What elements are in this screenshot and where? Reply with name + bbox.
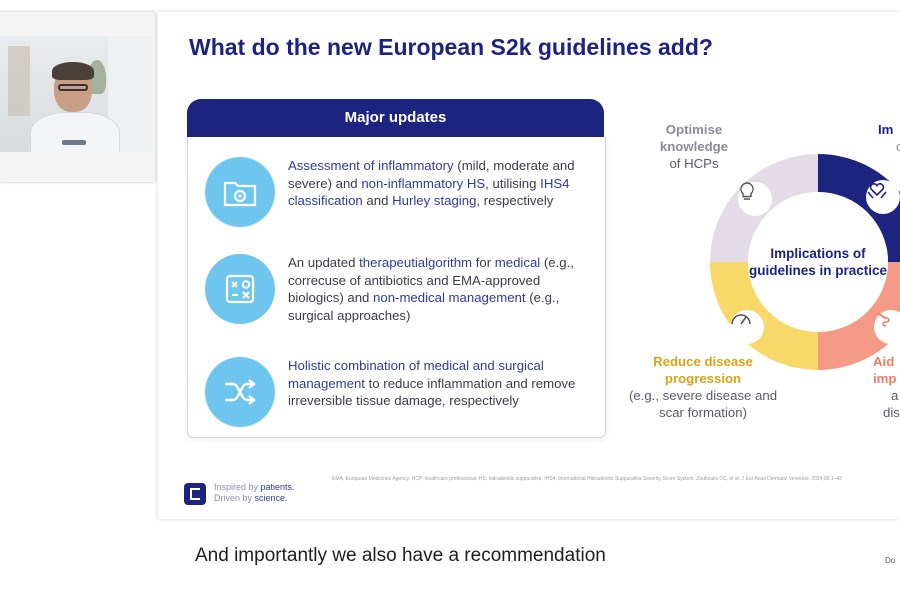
update-text: Holistic combination of medical and surg… — [288, 357, 593, 410]
body-text: (e.g., surgical approaches) — [288, 290, 560, 323]
label-aid-sub-2: dis — [883, 405, 900, 420]
highlight-text: algorithm — [417, 255, 473, 270]
body-text: , utilising — [485, 175, 541, 191]
highlight-text: non-medical management — [373, 290, 526, 306]
wheel-segment-reduce — [710, 262, 818, 370]
wheel-segment-aid — [818, 262, 900, 370]
body-text: (mild, moderate and severe) and — [288, 158, 575, 191]
label-reduce-sub: (e.g., severe disease and scar formation… — [628, 388, 778, 420]
update-text: Assessment of inflammatory (mild, modera… — [288, 157, 593, 210]
update-item: An updated therapeutialgorithm for medic… — [188, 254, 605, 334]
logo-line1-a: Inspired by — [214, 482, 261, 492]
label-optimise-knowledge: Optimise knowledge of HCPs — [634, 121, 754, 172]
corner-caption-fragment: Do — [885, 556, 896, 565]
label-optimise-head: Optimise knowledge — [659, 122, 729, 154]
participant-video-tile[interactable] — [0, 12, 155, 182]
label-optimise-sub: of HCPs — [669, 156, 719, 171]
shared-slide: What do the new European S2k guidelines … — [158, 12, 900, 519]
logo-mark-icon — [184, 483, 206, 505]
logo-line2-b: science. — [254, 493, 288, 503]
lightbulb-icon — [738, 182, 772, 216]
participant-video — [0, 36, 153, 152]
body-text: (e.g., correc — [288, 255, 574, 288]
highlight-text: non-inflammatory HS — [361, 175, 486, 191]
gauge-icon — [730, 310, 764, 344]
label-reduce-head: Reduce disease progression — [653, 354, 753, 386]
updates-panel: Assessment of inflammatory (mild, modera… — [187, 137, 606, 438]
slide-footnote: EMA, European Medicines Agency; HCP, hea… — [332, 476, 842, 482]
highlight-text: Holistic combination of medical and surg… — [288, 358, 544, 391]
highlight-text: Hurley staging — [392, 193, 477, 209]
presenter-glasses — [58, 84, 88, 91]
label-aid-head-1: Aid — [873, 354, 895, 369]
live-caption: And importantly we also have a recommend… — [195, 545, 606, 566]
body-text: and — [362, 193, 393, 209]
company-logo: Inspired by patients. Driven by science. — [184, 481, 324, 509]
label-aid-head-2: imp — [873, 371, 897, 386]
body-text: , respectively — [476, 193, 554, 209]
highlight-text: Assessment of inflammatory — [288, 158, 454, 173]
wheel-center-label: Implications of guidelines in practice — [748, 192, 888, 332]
intestine-icon — [874, 310, 900, 344]
presenter-name-tag — [62, 140, 86, 145]
highlight-text: IHS4 classification — [288, 175, 570, 209]
updates-header: Major updates — [187, 99, 604, 137]
update-text: An updated therapeutialgorithm for medic… — [288, 254, 593, 324]
body-text: use of antibiotics and EMA-approved biol… — [288, 272, 541, 306]
slide-title: What do the new European S2k guidelines … — [189, 34, 713, 60]
highlight-text: therapeuti — [359, 255, 418, 270]
body-text: to reduce inflammation and remove irreve… — [288, 375, 576, 409]
label-aid: Aid imp a dis — [873, 353, 900, 421]
implications-wheel: Implications of guidelines in practice — [708, 152, 900, 372]
label-improve: Im c — [878, 121, 900, 155]
label-improve-head: Im — [878, 122, 894, 137]
label-reduce-progression: Reduce disease progression (e.g., severe… — [628, 353, 778, 421]
label-aid-sub-1: a — [891, 388, 899, 403]
update-item: Holistic combination of medical and surg… — [188, 357, 605, 437]
heart-hands-icon — [866, 180, 900, 214]
shuffle-icon — [205, 357, 275, 427]
label-improve-sub: c — [896, 139, 900, 154]
logo-line2-a: Driven by — [214, 493, 255, 503]
presenter-body — [30, 112, 120, 152]
highlight-text: medical — [494, 255, 541, 270]
logo-tagline: Inspired by patients. Driven by science. — [214, 482, 295, 504]
logo-line1-b: patients. — [260, 482, 295, 492]
algorithm-icon — [205, 254, 275, 324]
presenter-hair — [52, 62, 94, 80]
body-text: An updated — [288, 255, 360, 270]
background-shelf — [8, 46, 30, 116]
folder-gear-icon — [205, 157, 275, 227]
update-item: Assessment of inflammatory (mild, modera… — [188, 157, 605, 237]
body-text: for — [472, 255, 495, 270]
